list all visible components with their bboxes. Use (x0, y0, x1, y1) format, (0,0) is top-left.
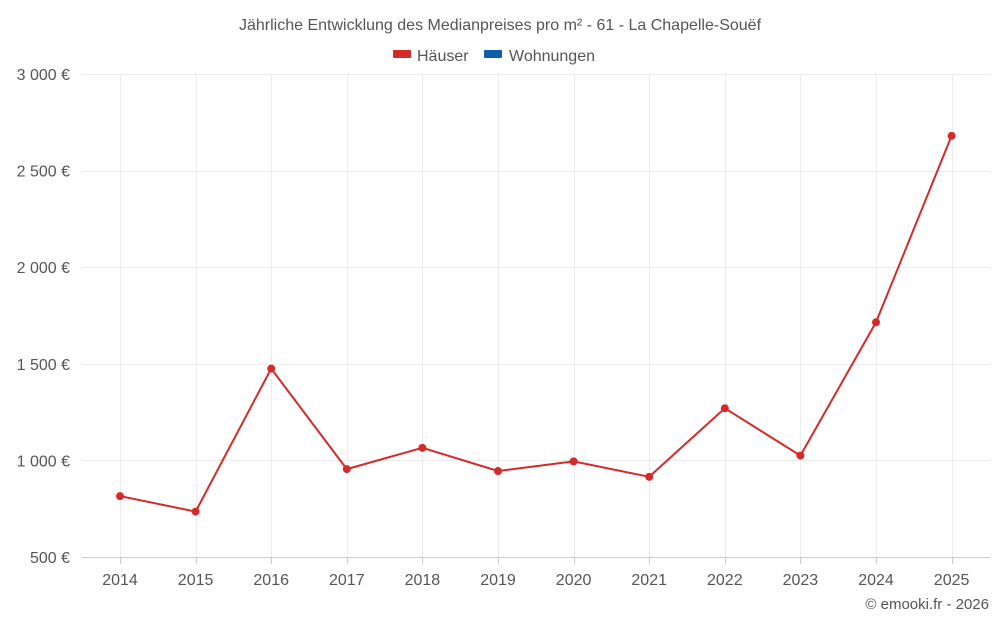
x-tick-label: 2019 (480, 572, 516, 589)
y-tick-label: 500 € (30, 550, 70, 567)
x-tick-label: 2025 (934, 572, 970, 589)
legend-swatch-wohnungen[interactable] (484, 50, 502, 58)
data-point[interactable] (494, 467, 502, 476)
data-point[interactable] (645, 472, 654, 481)
legend-label-wohnungen[interactable]: Wohnungen (509, 48, 595, 65)
y-tick-label: 2 000 € (17, 260, 70, 277)
x-gridlines (120, 74, 953, 564)
data-point[interactable] (342, 465, 351, 474)
x-tick-label: 2024 (858, 572, 894, 589)
data-point[interactable] (872, 318, 880, 327)
x-tick-label: 2021 (631, 572, 667, 589)
x-tick-label: 2016 (253, 572, 289, 589)
x-tick-label: 2015 (178, 572, 214, 589)
y-axis-tick-labels: 500 € 1 000 € 1 500 € 2 000 € 2 500 € 3 000 € (17, 67, 70, 567)
x-tick-label: 2023 (783, 572, 819, 589)
legend: Häuser Wohnungen (393, 48, 595, 65)
y-tick-label: 1 000 € (17, 453, 70, 470)
x-tick-label: 2014 (102, 572, 138, 589)
chart-title: Jährliche Entwicklung des Medianpreises … (239, 17, 762, 34)
x-axis-tick-labels: 2014 2015 2016 2017 2018 2019 2020 2021 2022 2023… (102, 572, 969, 589)
x-tick-label: 2018 (405, 572, 441, 589)
y-tick-label: 3 000 € (17, 67, 70, 84)
data-point[interactable] (191, 507, 200, 516)
data-point[interactable] (569, 457, 578, 466)
credit-text: © emooki.fr - 2026 (865, 596, 989, 613)
legend-label-haeuser[interactable]: Häuser (417, 48, 469, 65)
series-line (119, 134, 953, 513)
y-gridlines (82, 74, 990, 461)
legend-swatch-haeuser[interactable] (393, 50, 411, 58)
x-tick-label: 2020 (556, 572, 592, 589)
y-tick-label: 2 500 € (17, 164, 70, 181)
data-point[interactable] (720, 404, 729, 413)
data-point[interactable] (116, 492, 124, 501)
series-lines (119, 134, 953, 513)
data-point[interactable] (418, 443, 427, 452)
data-point[interactable] (796, 451, 805, 460)
series-points (116, 131, 956, 516)
x-tick-label: 2022 (707, 572, 743, 589)
data-point[interactable] (947, 131, 956, 140)
data-point[interactable] (267, 364, 276, 373)
y-tick-label: 1 500 € (17, 357, 70, 374)
x-tick-label: 2017 (329, 572, 365, 589)
